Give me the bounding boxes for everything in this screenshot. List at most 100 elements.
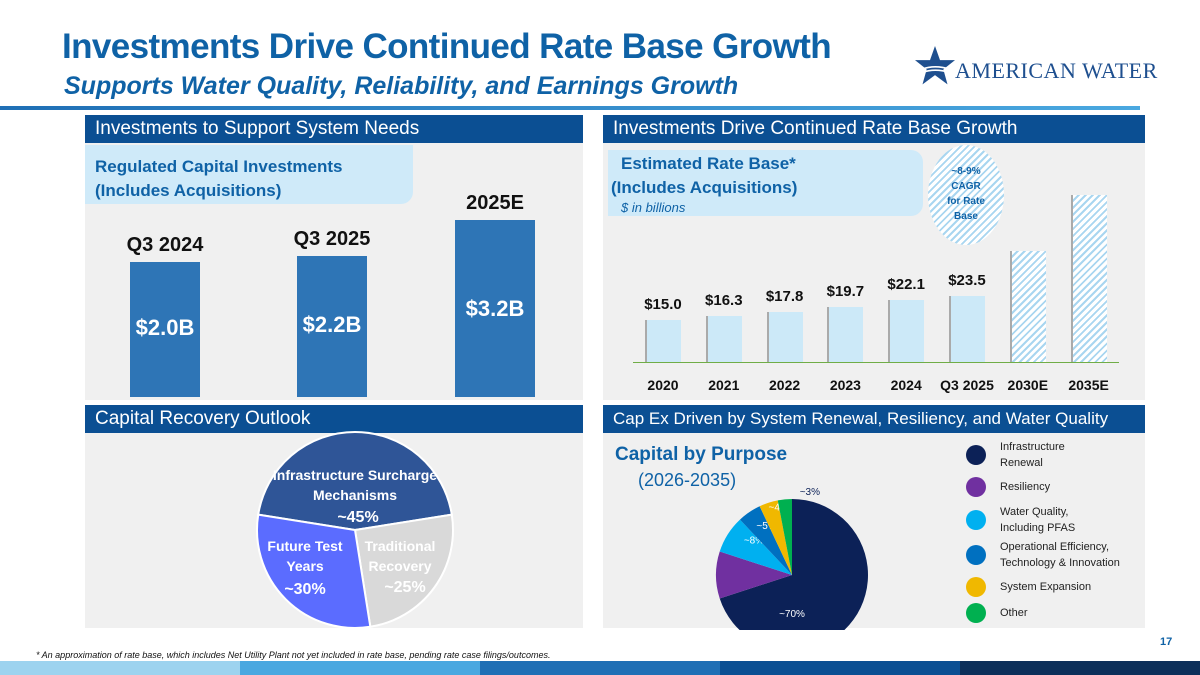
legend-label: Other: [1000, 607, 1028, 619]
legend-swatch: [966, 577, 986, 597]
chart-title: Estimated Rate Base*: [621, 154, 796, 173]
bar-category-label: Q3 2025: [293, 228, 371, 250]
pie-slice: [759, 500, 792, 575]
bar-data-label: $3.2B: [465, 296, 525, 321]
x-tick-label: 2023: [829, 377, 861, 393]
slice-value-label: ~8%: [744, 536, 764, 547]
legend-swatch: [966, 603, 986, 623]
x-tick-label: 2021: [708, 377, 740, 393]
pie-slice: [353, 513, 454, 628]
panel-header: Investments to Support System Needs: [85, 115, 583, 143]
callout-capital: Regulated Capital Investments (Includes …: [85, 145, 413, 204]
bar-data-label: $17.8: [765, 288, 804, 306]
pie-subtitle: (2026-2035): [638, 470, 737, 490]
legend-label: Technology & Innovation: [1000, 557, 1120, 569]
bar-data-label: $2.2B: [302, 312, 362, 337]
x-tick-label: 2035E: [1068, 377, 1109, 393]
bar: [645, 320, 681, 362]
legend-swatch: [966, 510, 986, 530]
x-tick-label: 2022: [769, 377, 801, 393]
page-subtitle: Supports Water Quality, Reliability, and…: [64, 72, 739, 100]
bar-data-label: $15.0: [644, 296, 682, 313]
star-icon: [915, 46, 955, 85]
projected-bar: [1070, 195, 1107, 362]
chart-subtitle: (Includes Acquisitions): [611, 178, 798, 197]
panel-header: Investments Drive Continued Rate Base Gr…: [603, 115, 1145, 143]
panel-header: Cap Ex Driven by System Renewal, Resilie…: [603, 405, 1145, 433]
x-tick-label: 2024: [890, 377, 922, 393]
slice-value-label: ~3%: [800, 487, 820, 498]
pie-slice: [257, 431, 453, 532]
x-axis-line: [633, 362, 1119, 363]
legend-label: Including PFAS: [1000, 522, 1076, 534]
legend-swatch: [966, 445, 986, 465]
legend-label: System Expansion: [1000, 581, 1092, 593]
cagr-text: for Rate: [947, 196, 985, 207]
projected-bar: [1009, 251, 1046, 362]
chart-subtitle: (Includes Acquisitions): [95, 181, 282, 200]
bar: [766, 312, 803, 362]
cagr-text: ~8-9%: [951, 166, 981, 177]
slice-value-label: ~4%: [768, 502, 788, 513]
x-tick-label: 2030E: [1007, 377, 1049, 393]
pie-title: Capital by Purpose: [615, 444, 788, 465]
bar-data-label: $23.5: [948, 272, 986, 290]
slice-value-label: ~25%: [384, 579, 425, 596]
capital-purpose-pie: ~70%~10%~8%~5%~4%~3%: [716, 487, 868, 630]
page-number: 17: [1160, 636, 1173, 648]
legend-label: Resiliency: [1000, 481, 1051, 493]
chart-title: Regulated Capital Investments: [95, 157, 343, 176]
pie-slice: [256, 513, 372, 629]
bar-data-label: $2.0B: [135, 315, 195, 340]
legend-label: Water Quality,: [1000, 506, 1069, 518]
pie-slice: [777, 499, 792, 575]
bar-data-label: $19.7: [826, 282, 865, 300]
slice-value-label: ~5%: [756, 521, 776, 532]
slice-value-label: ~70%: [779, 609, 805, 620]
slice-label: Mechanisms: [313, 487, 397, 503]
legend-swatch: [966, 545, 986, 565]
bar-category-label: Q3 2024: [126, 234, 204, 256]
slice-value-label: ~45%: [337, 509, 378, 526]
logo-text: American Water: [955, 58, 1158, 83]
bar: [949, 296, 985, 362]
panel-header: Capital Recovery Outlook: [85, 405, 583, 433]
panel-capex-purpose: Cap Ex Driven by System Renewal, Resilie…: [603, 405, 1145, 628]
american-water-logo: [915, 46, 955, 85]
bar: [827, 306, 864, 362]
bar: [705, 316, 742, 362]
slice-label: Years: [286, 558, 324, 574]
bar: [130, 262, 200, 397]
legend-label: Operational Efficiency,: [1000, 541, 1110, 553]
x-tick-label: 2020: [647, 377, 679, 393]
bar-data-label: $22.1: [887, 276, 925, 294]
unit-note: $ in billions: [621, 200, 686, 215]
legend-label: Renewal: [1000, 457, 1043, 469]
x-tick-label: Q3 2025: [940, 377, 994, 393]
pie-slice: [716, 551, 792, 599]
slice-label: Recovery: [368, 558, 431, 574]
legend-label: Infrastructure: [1000, 441, 1065, 453]
bar: [888, 300, 925, 362]
slice-value-label: ~30%: [284, 581, 325, 598]
slice-label: Future Test: [267, 538, 343, 554]
cagr-text: Base: [954, 211, 978, 222]
page-title: Investments Drive Continued Rate Base Gr…: [62, 27, 832, 66]
bar-data-label: $16.3: [705, 292, 743, 310]
pie-slice: [739, 506, 792, 575]
bar-category-label: 2025E: [466, 192, 524, 214]
legend-swatch: [966, 477, 986, 497]
cagr-bubble: ~8-9% CAGR for Rate Base: [928, 145, 1004, 245]
callout-rate-base: Estimated Rate Base* (Includes Acquisiti…: [608, 150, 923, 216]
footer-band: [0, 661, 1200, 675]
footnote: * An approximation of rate base, which i…: [36, 650, 551, 660]
bar: [455, 220, 535, 397]
title-divider: [0, 106, 1140, 110]
slice-label: Infrastructure Surcharge: [273, 467, 437, 483]
bar: [297, 256, 367, 397]
pie-slice: [719, 499, 868, 630]
capital-recovery-pie: Infrastructure Surcharge Mechanisms ~45% Tr…: [256, 431, 454, 629]
pie-slice: [719, 519, 792, 575]
slice-label: Traditional: [365, 538, 436, 554]
cagr-text: CAGR: [951, 181, 981, 192]
